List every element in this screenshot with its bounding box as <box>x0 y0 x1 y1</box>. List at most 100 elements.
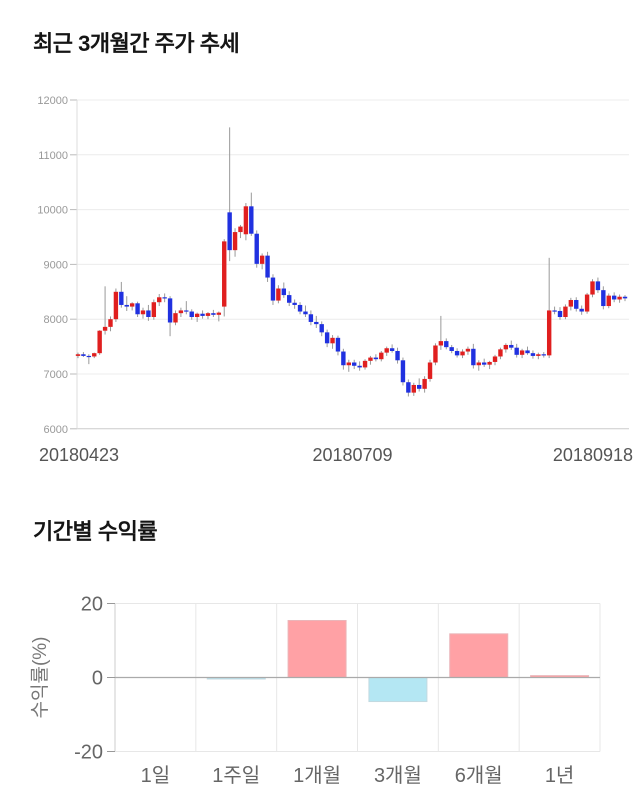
candle <box>427 362 433 379</box>
y-tick-label: 11000 <box>38 150 68 162</box>
price-x-axis-labels: 20180423 20180709 20180918 <box>39 445 633 465</box>
candle <box>509 344 514 348</box>
candle <box>129 303 135 307</box>
candle <box>606 295 611 307</box>
candle <box>416 384 422 389</box>
candle <box>546 310 552 356</box>
category-label: 3개월 <box>374 764 422 787</box>
candle <box>281 288 287 296</box>
candle <box>536 354 541 356</box>
candle <box>422 378 427 389</box>
candle <box>519 350 525 355</box>
candle <box>514 347 519 355</box>
candle <box>617 296 622 300</box>
candle <box>184 310 189 312</box>
candle <box>622 296 628 299</box>
price-gridlines <box>77 99 629 430</box>
candle <box>471 348 476 366</box>
candle <box>341 351 346 366</box>
candle <box>92 353 97 357</box>
candle <box>108 319 113 327</box>
candle <box>119 291 124 305</box>
y-tick-label: 0 <box>92 668 103 690</box>
return-bars-group <box>206 620 590 703</box>
candle <box>481 362 487 365</box>
candle <box>265 255 270 278</box>
candle <box>579 308 584 312</box>
candle <box>611 295 617 300</box>
candle <box>590 281 595 295</box>
category-label: 1개월 <box>293 764 341 787</box>
candle <box>238 226 243 233</box>
candle <box>460 351 465 356</box>
candle <box>411 384 416 393</box>
candle <box>541 354 546 356</box>
return-bar <box>287 620 347 678</box>
candle <box>303 311 308 315</box>
candle <box>157 297 162 303</box>
candle <box>216 312 222 315</box>
price-chart-title: 최근 3개월간 주가 추세 <box>33 31 240 56</box>
candle <box>292 302 297 305</box>
candle <box>563 306 568 318</box>
candle <box>335 337 341 352</box>
candle <box>97 330 102 354</box>
y-tick-label: 6000 <box>44 424 68 436</box>
y-tick-label: 7000 <box>44 369 68 381</box>
returns-bar-chart: 20 0 -20 1일 1주일 1개월 3개월 6개월 1년 수익률(%) <box>29 594 601 787</box>
y-tick-label: 12000 <box>37 95 68 107</box>
returns-y-axis-ticks: 20 0 -20 <box>74 594 115 764</box>
candle <box>227 212 232 251</box>
candle <box>113 291 119 320</box>
candle <box>140 310 146 315</box>
candle <box>167 298 173 323</box>
candle <box>406 382 411 393</box>
candle <box>249 206 254 234</box>
candle <box>444 341 449 348</box>
y-tick-label: 8000 <box>44 314 68 326</box>
candle <box>75 354 81 356</box>
candle <box>178 310 184 314</box>
candle <box>200 313 205 316</box>
candle <box>454 350 460 356</box>
candle <box>492 356 498 362</box>
y-tick-label: 20 <box>81 594 103 616</box>
candle <box>324 332 330 344</box>
candle <box>270 277 276 301</box>
candle <box>162 297 167 299</box>
candle <box>498 349 503 357</box>
candle <box>254 233 259 264</box>
candle <box>259 255 265 264</box>
candle <box>584 294 590 312</box>
candle <box>595 281 601 291</box>
candle <box>124 304 129 307</box>
candle <box>379 352 384 360</box>
candle <box>173 313 178 323</box>
candle <box>400 360 406 383</box>
returns-category-labels: 1일 1주일 1개월 3개월 6개월 1년 <box>141 764 575 787</box>
x-axis-date-label: 20180709 <box>312 445 392 465</box>
return-bar <box>449 633 509 678</box>
category-label: 1주일 <box>212 764 260 787</box>
candle <box>211 313 216 315</box>
candle <box>86 355 92 358</box>
candle <box>601 290 606 307</box>
candle <box>449 347 454 351</box>
candle <box>487 361 492 365</box>
candle <box>433 345 438 363</box>
candle <box>146 310 151 318</box>
candle <box>81 354 86 356</box>
candle <box>465 348 471 352</box>
candle <box>189 311 194 318</box>
candle <box>243 206 249 235</box>
candle <box>503 344 509 350</box>
candle <box>384 348 389 353</box>
candle <box>525 350 530 354</box>
candle <box>552 310 557 312</box>
y-tick-label: 10000 <box>37 205 68 217</box>
category-label: 1일 <box>141 764 171 787</box>
candle <box>297 304 303 312</box>
candle <box>557 310 563 318</box>
